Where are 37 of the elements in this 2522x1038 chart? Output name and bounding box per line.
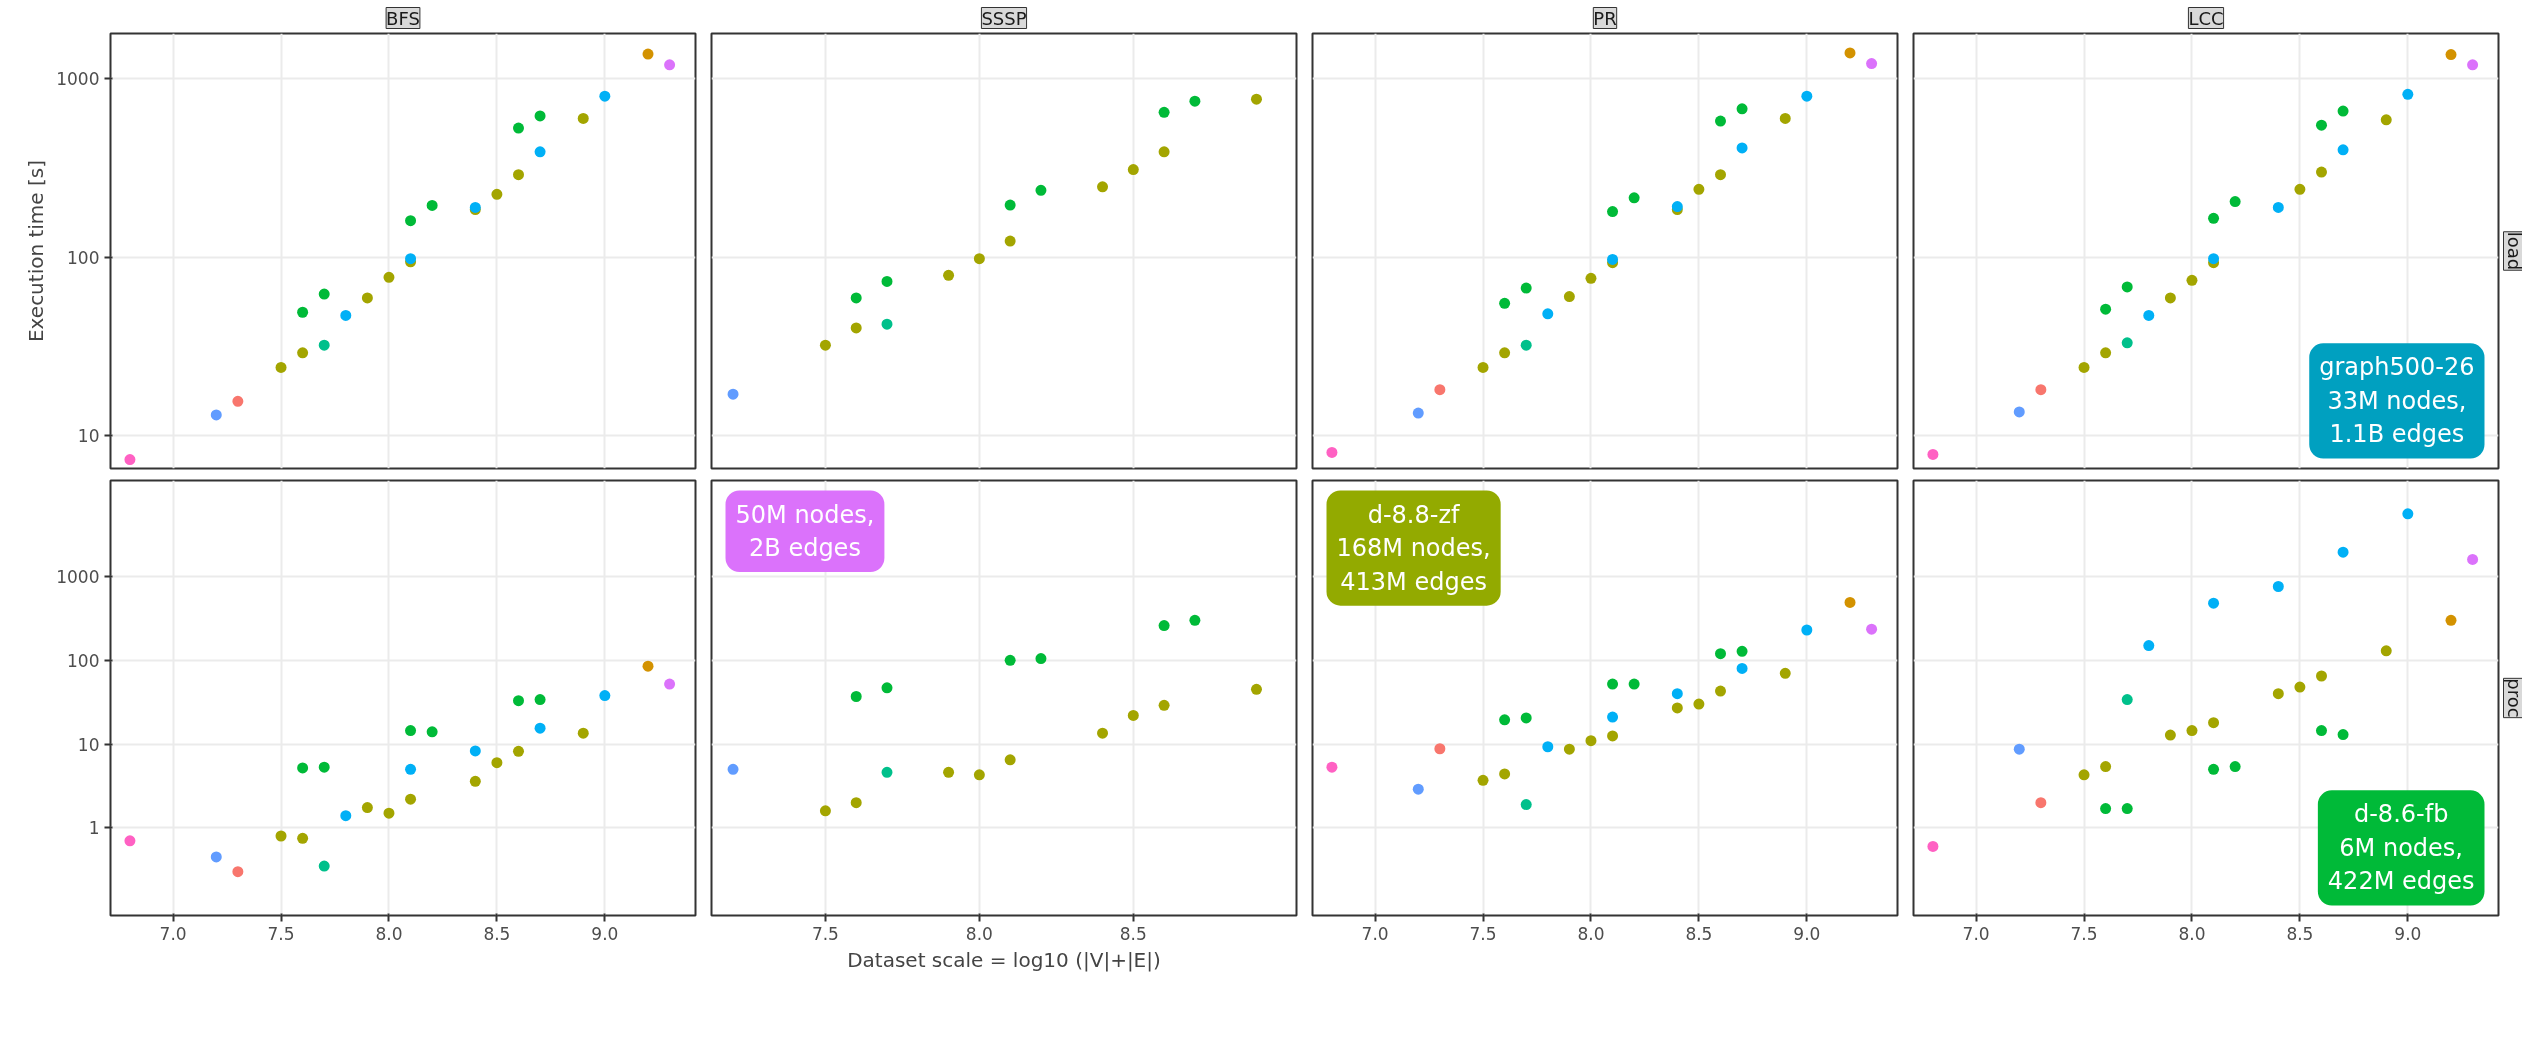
y-tick-label: 100: [67, 247, 100, 268]
y-tick-label: 100: [67, 650, 100, 671]
y2-axis-title: proc: [2503, 678, 2522, 718]
annotation: d-8.6-fb 6M nodes, 422M edges: [2327, 800, 2475, 896]
x-tick-label: 7.0: [1361, 923, 1389, 944]
x-tick-label: 7.0: [1962, 923, 1990, 944]
x-tick-label: 7.5: [267, 923, 295, 944]
x-tick-label: 8.5: [1685, 923, 1713, 944]
x-tick-label: 9.0: [2394, 923, 2422, 944]
y-tick-label: 10: [77, 734, 100, 755]
x-tick-label: 7.5: [2070, 923, 2098, 944]
annotation: d-8.8-zf 168M nodes, 413M edges: [1336, 500, 1491, 596]
x-axis-title: Dataset scale = log10 (|V|+|E|): [847, 947, 1161, 972]
chart-title: PR: [1593, 7, 1617, 29]
x-tick-label: 8.5: [1119, 923, 1147, 944]
y-tick-label: 1: [88, 818, 100, 839]
y-tick-label: 10: [77, 425, 100, 446]
x-tick-label: 7.0: [159, 923, 187, 944]
y-tick-label: 1000: [56, 69, 100, 90]
chart-title: LCC: [2188, 7, 2224, 29]
x-tick-label: 8.5: [483, 923, 511, 944]
x-tick-label: 8.0: [375, 923, 403, 944]
annotation: graph500-26 33M nodes, 1.1B edges: [2319, 353, 2475, 449]
y-tick-label: 1000: [56, 567, 100, 588]
x-tick-label: 7.5: [1469, 923, 1497, 944]
chart-title: SSSP: [981, 7, 1027, 29]
x-tick-label: 8.0: [2178, 923, 2206, 944]
x-tick-label: 8.0: [1577, 923, 1605, 944]
x-tick-label: 9.0: [591, 923, 619, 944]
annotation: 50M nodes, 2B edges: [735, 500, 875, 563]
y2-axis-title: load: [2503, 231, 2522, 271]
x-tick-label: 8.5: [2286, 923, 2314, 944]
x-tick-label: 9.0: [1793, 923, 1821, 944]
x-tick-label: 7.5: [811, 923, 839, 944]
chart-title: BFS: [386, 7, 420, 29]
y-axis-title: Execution time [s]: [24, 159, 49, 343]
x-tick-label: 8.0: [965, 923, 993, 944]
